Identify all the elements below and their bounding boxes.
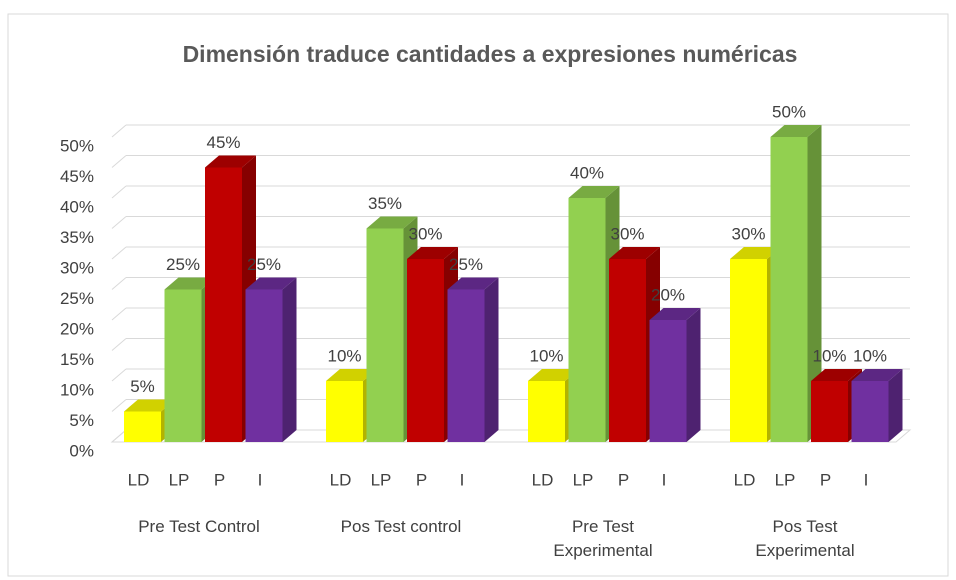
- bar: [528, 381, 565, 442]
- bar-top: [770, 125, 822, 137]
- x-sub-label: LD: [734, 470, 756, 489]
- data-label: 25%: [449, 255, 483, 274]
- grid-line-side: [111, 368, 127, 382]
- bar-top: [811, 369, 862, 381]
- bar: [770, 137, 808, 442]
- data-label: 10%: [853, 346, 887, 365]
- x-sub-label: P: [416, 470, 427, 489]
- data-label: 5%: [130, 377, 155, 396]
- data-label: 25%: [166, 255, 200, 274]
- bar: [447, 289, 485, 442]
- x-sub-label: LP: [371, 470, 392, 489]
- bar: [730, 259, 767, 442]
- y-tick-label: 30%: [60, 258, 94, 277]
- bar-top: [730, 247, 781, 259]
- x-sub-label: I: [662, 470, 667, 489]
- x-sub-label: LD: [330, 470, 352, 489]
- chart-title: Dimensión traduce cantidades a expresion…: [183, 41, 798, 67]
- grid-line-side: [111, 307, 127, 321]
- x-sub-label: I: [864, 470, 869, 489]
- grid-line-side: [111, 246, 127, 260]
- x-sub-label: LD: [532, 470, 554, 489]
- bar: [649, 320, 687, 442]
- x-group-label: Pre Test Experimental: [553, 517, 653, 560]
- bar-top: [649, 308, 701, 320]
- bar: [124, 411, 161, 442]
- data-label: 50%: [772, 102, 806, 121]
- y-tick-label: 25%: [60, 289, 94, 308]
- bar-top: [609, 247, 660, 259]
- x-sub-label: LD: [128, 470, 150, 489]
- bar-top: [124, 399, 175, 412]
- y-tick-label: 40%: [60, 197, 94, 216]
- bar-top: [326, 369, 377, 381]
- x-sub-label: P: [820, 470, 831, 489]
- grid-line-side: [111, 124, 127, 138]
- bar-side: [888, 369, 903, 442]
- bar: [851, 381, 889, 442]
- bar: [245, 289, 283, 442]
- bar-side: [282, 277, 297, 442]
- grid-line-side: [111, 216, 127, 229]
- bar-top: [407, 247, 458, 259]
- bar-top: [568, 186, 620, 198]
- bar-top: [447, 277, 499, 290]
- grid-line-side: [111, 185, 127, 199]
- data-label: 20%: [651, 285, 685, 304]
- grid-line-side: [111, 277, 127, 290]
- bar: [609, 259, 646, 442]
- bar: [568, 198, 606, 442]
- grid-line-side: [111, 429, 127, 443]
- bar-top: [366, 216, 418, 229]
- x-group-label: Pos Test Experimental: [755, 517, 855, 560]
- y-tick-label: 45%: [60, 167, 94, 186]
- y-tick-label: 35%: [60, 228, 94, 247]
- data-label: 30%: [731, 224, 765, 243]
- y-tick-label: 20%: [60, 319, 94, 338]
- x-sub-label: I: [258, 470, 263, 489]
- bar-side: [484, 277, 499, 442]
- bar: [205, 167, 242, 442]
- bar: [326, 381, 363, 442]
- data-label: 30%: [610, 224, 644, 243]
- grid-line-side: [111, 338, 127, 351]
- grid-line-side: [111, 399, 127, 412]
- x-sub-label: LP: [573, 470, 594, 489]
- bar-top: [245, 277, 297, 290]
- bar-top: [528, 369, 579, 381]
- x-sub-label: I: [460, 470, 465, 489]
- y-tick-label: 5%: [69, 411, 94, 430]
- y-tick-label: 10%: [60, 380, 94, 399]
- data-label: 10%: [327, 346, 361, 365]
- x-sub-label: LP: [169, 470, 190, 489]
- x-group-label: Pre Test Control: [138, 517, 260, 536]
- bar-top: [851, 369, 903, 381]
- bar-top: [164, 277, 216, 290]
- x-group-label: Pos Test control: [340, 517, 462, 536]
- x-sub-label: P: [618, 470, 629, 489]
- data-label: 10%: [812, 346, 846, 365]
- bar-side: [807, 125, 822, 442]
- data-label: 25%: [247, 255, 281, 274]
- bar-side: [686, 308, 701, 442]
- bar: [811, 381, 848, 442]
- grid-line-side: [111, 155, 127, 168]
- data-label: 40%: [570, 163, 604, 182]
- bar: [366, 228, 404, 442]
- y-tick-label: 15%: [60, 350, 94, 369]
- x-sub-label: P: [214, 470, 225, 489]
- y-tick-label: 0%: [69, 441, 94, 460]
- x-sub-label: LP: [775, 470, 796, 489]
- data-label: 35%: [368, 194, 402, 213]
- data-label: 30%: [408, 224, 442, 243]
- y-tick-label: 50%: [60, 136, 94, 155]
- data-label: 10%: [529, 346, 563, 365]
- bar: [407, 259, 444, 442]
- bar-top: [205, 155, 256, 168]
- data-label: 45%: [206, 133, 240, 152]
- bar: [164, 289, 202, 442]
